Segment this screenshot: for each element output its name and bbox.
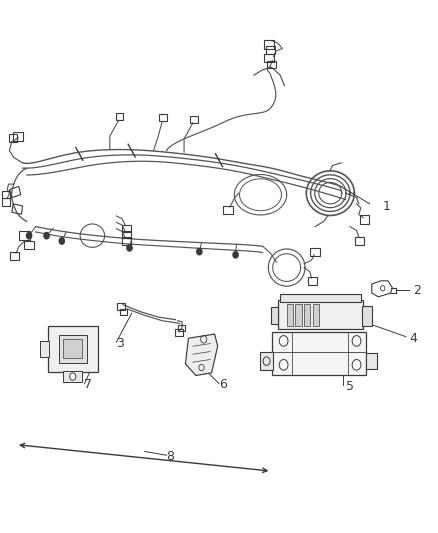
Text: 6: 6 bbox=[219, 378, 227, 391]
Text: 8: 8 bbox=[166, 450, 175, 463]
Bar bbox=[24, 241, 34, 249]
Bar bbox=[117, 303, 125, 310]
Bar bbox=[63, 371, 82, 382]
Bar bbox=[178, 325, 185, 332]
Text: 7: 7 bbox=[84, 378, 92, 391]
Bar bbox=[223, 206, 233, 214]
Bar bbox=[272, 332, 366, 375]
Bar bbox=[122, 231, 131, 238]
Bar bbox=[278, 300, 363, 329]
Bar bbox=[10, 187, 21, 198]
Bar bbox=[271, 307, 279, 324]
Bar bbox=[122, 237, 131, 245]
Text: 3: 3 bbox=[117, 337, 124, 350]
Bar bbox=[307, 277, 317, 285]
Bar bbox=[19, 231, 30, 240]
Circle shape bbox=[59, 238, 64, 244]
Circle shape bbox=[352, 360, 361, 370]
Bar bbox=[265, 54, 274, 62]
Bar bbox=[12, 204, 23, 214]
Text: 2: 2 bbox=[413, 284, 421, 297]
Bar bbox=[280, 294, 361, 302]
Bar bbox=[261, 352, 273, 370]
Bar bbox=[190, 116, 198, 123]
Bar bbox=[122, 224, 131, 232]
Circle shape bbox=[197, 248, 202, 255]
Bar bbox=[159, 114, 167, 121]
Bar bbox=[310, 248, 320, 256]
Bar bbox=[48, 326, 98, 372]
Circle shape bbox=[44, 232, 49, 239]
Bar bbox=[360, 215, 369, 224]
Bar bbox=[366, 353, 377, 368]
Circle shape bbox=[233, 252, 238, 258]
Circle shape bbox=[279, 336, 288, 346]
Bar bbox=[2, 198, 11, 206]
Bar bbox=[355, 237, 364, 245]
Bar bbox=[362, 306, 372, 326]
Bar bbox=[13, 132, 23, 141]
Bar bbox=[295, 304, 301, 326]
Bar bbox=[2, 191, 10, 198]
Circle shape bbox=[127, 245, 132, 251]
Bar bbox=[120, 309, 127, 316]
Polygon shape bbox=[185, 334, 218, 375]
Circle shape bbox=[279, 360, 288, 370]
Bar bbox=[287, 304, 293, 326]
Bar bbox=[304, 304, 310, 326]
Text: 1: 1 bbox=[383, 200, 391, 213]
Text: 5: 5 bbox=[346, 379, 353, 393]
Bar bbox=[40, 341, 49, 357]
Circle shape bbox=[381, 286, 385, 291]
Bar bbox=[313, 304, 319, 326]
Bar bbox=[266, 46, 275, 54]
Bar bbox=[9, 134, 17, 142]
Circle shape bbox=[70, 373, 76, 380]
Bar bbox=[63, 340, 82, 359]
Bar bbox=[116, 113, 124, 120]
Bar bbox=[10, 252, 19, 260]
Bar bbox=[265, 40, 274, 49]
Bar bbox=[175, 329, 183, 336]
Circle shape bbox=[26, 232, 32, 239]
Bar bbox=[59, 335, 87, 363]
Text: 4: 4 bbox=[409, 332, 417, 345]
Bar bbox=[267, 61, 276, 68]
Circle shape bbox=[352, 336, 361, 346]
